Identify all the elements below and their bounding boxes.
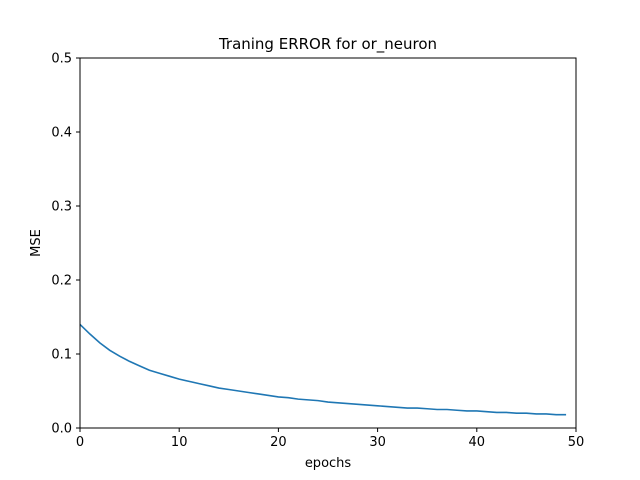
x-tick-label: 50 <box>568 435 585 450</box>
x-tick-label: 10 <box>171 435 188 450</box>
x-tick-label: 20 <box>270 435 287 450</box>
y-axis-ticks: 0.0 0.1 0.2 0.3 0.4 0.5 <box>51 52 80 437</box>
x-axis-label: epochs <box>305 456 352 471</box>
y-tick-label: 0.4 <box>51 126 72 141</box>
series-line <box>79 323 567 416</box>
y-tick-label: 0.5 <box>51 52 72 67</box>
x-axis-ticks: 0 10 20 30 40 50 <box>76 428 584 450</box>
y-tick-label: 0.3 <box>51 200 72 215</box>
y-tick-label: 0.1 <box>51 348 72 363</box>
y-axis-label: MSE <box>29 229 44 257</box>
x-tick-label: 30 <box>369 435 386 450</box>
chart-title: Traning ERROR for or_neuron <box>218 35 437 54</box>
x-tick-label: 0 <box>76 435 84 450</box>
y-tick-label: 0.0 <box>51 422 72 437</box>
plot-frame <box>79 57 577 429</box>
y-tick-label: 0.2 <box>51 274 72 289</box>
x-tick-label: 40 <box>469 435 486 450</box>
